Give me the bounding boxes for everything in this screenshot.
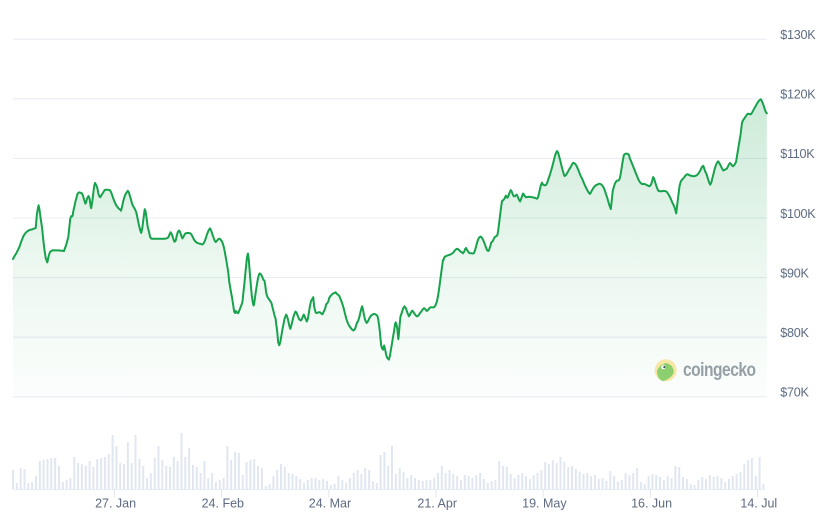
svg-text:16. Jun: 16. Jun xyxy=(631,497,672,511)
svg-text:24. Feb: 24. Feb xyxy=(202,497,244,511)
svg-text:14. Jul: 14. Jul xyxy=(740,497,777,511)
svg-text:$90K: $90K xyxy=(780,266,809,280)
svg-text:21. Apr: 21. Apr xyxy=(417,497,457,511)
svg-text:19. May: 19. May xyxy=(522,497,567,511)
svg-text:$120K: $120K xyxy=(780,88,816,102)
svg-text:27. Jan: 27. Jan xyxy=(95,497,136,511)
svg-text:$70K: $70K xyxy=(780,386,809,400)
svg-text:coingecko: coingecko xyxy=(683,359,756,381)
svg-text:$80K: $80K xyxy=(780,326,809,340)
svg-text:24. Mar: 24. Mar xyxy=(309,497,351,511)
svg-text:$110K: $110K xyxy=(780,147,815,161)
svg-text:$100K: $100K xyxy=(780,207,816,221)
svg-text:$130K: $130K xyxy=(780,28,816,42)
